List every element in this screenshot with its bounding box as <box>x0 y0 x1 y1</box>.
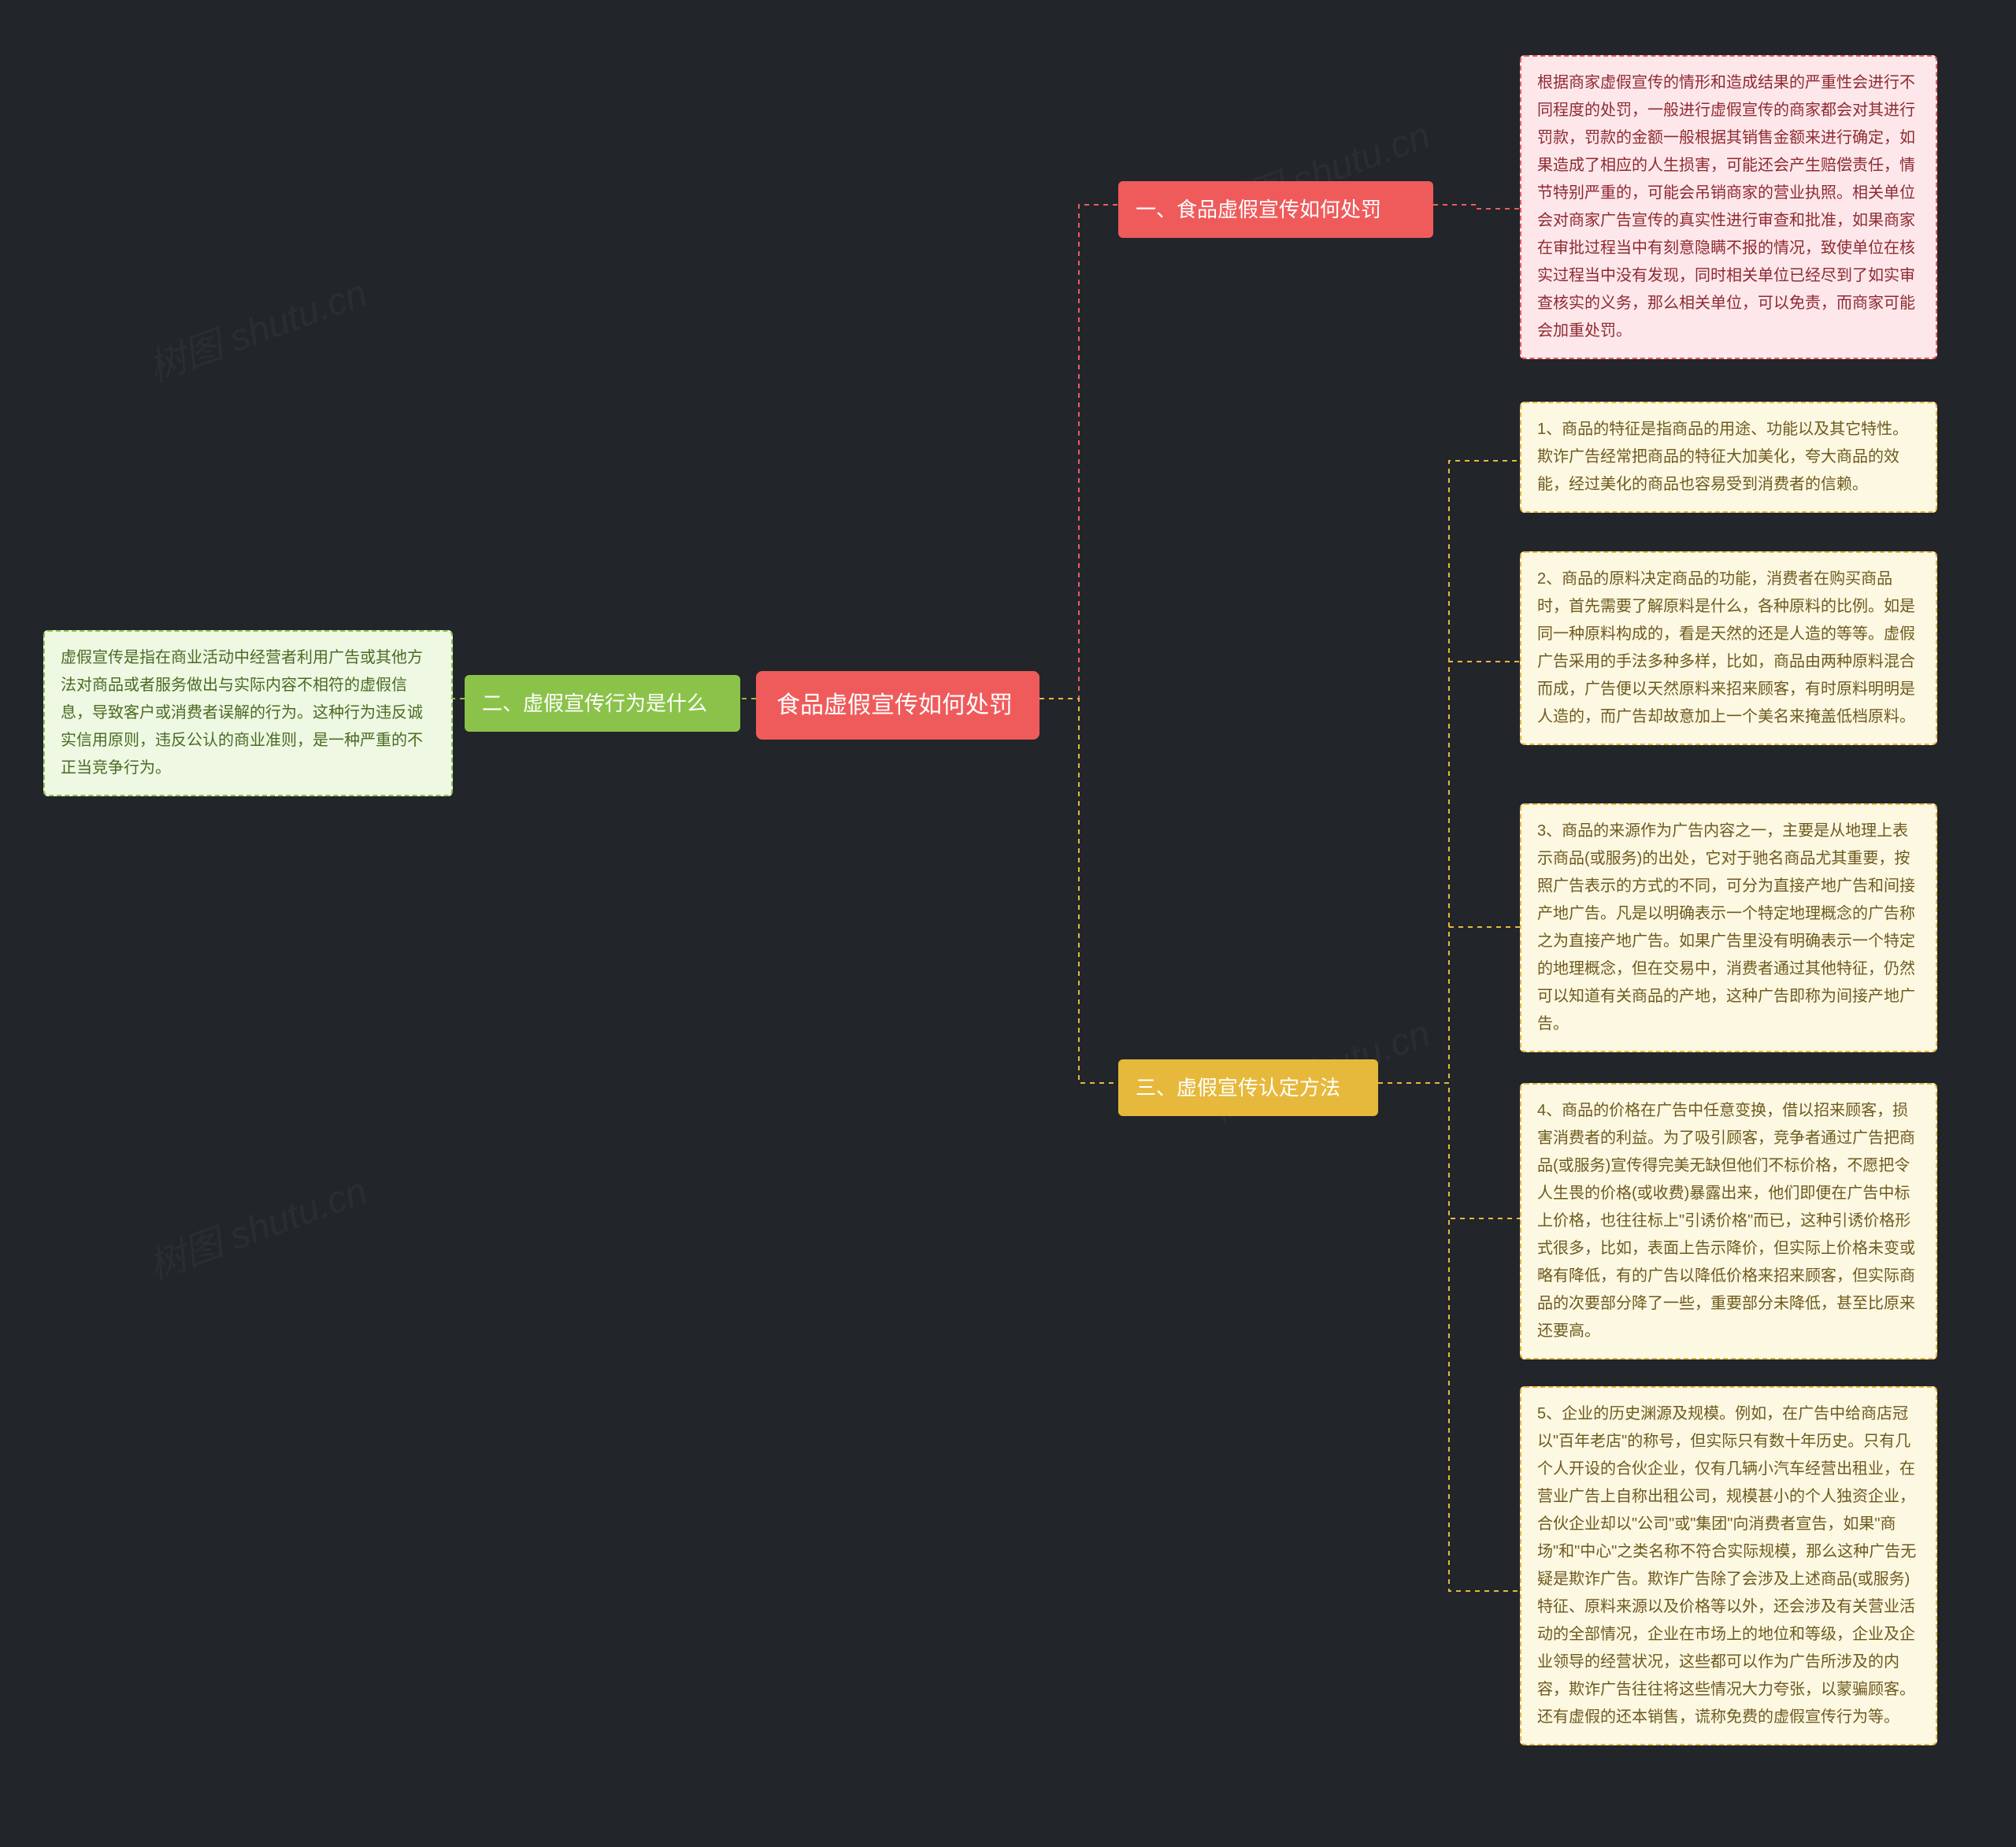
branch-2-leaf-1: 虚假宣传是指在商业活动中经营者利用广告或其他方法对商品或者服务做出与实际内容不相… <box>43 630 453 796</box>
branch-3-leaf-4: 4、商品的价格在广告中任意变换，借以招来顾客，损害消费者的利益。为了吸引顾客，竞… <box>1520 1083 1937 1359</box>
branch-3-leaf-1: 1、商品的特征是指商品的用途、功能以及其它特性。欺诈广告经常把商品的特征大加美化… <box>1520 402 1937 513</box>
branch-1-leaf-1: 根据商家虚假宣传的情形和造成结果的严重性会进行不同程度的处罚，一般进行虚假宣传的… <box>1520 55 1937 359</box>
branch-3-leaf-3: 3、商品的来源作为广告内容之一，主要是从地理上表示商品(或服务)的出处，它对于驰… <box>1520 803 1937 1052</box>
branch-2[interactable]: 二、虚假宣传行为是什么 <box>465 675 740 732</box>
watermark: 树图 shutu.cn <box>139 1159 373 1289</box>
branch-3[interactable]: 三、虚假宣传认定方法 <box>1118 1059 1378 1116</box>
branch-3-leaf-2: 2、商品的原料决定商品的功能，消费者在购买商品时，首先需要了解原料是什么，各种原… <box>1520 551 1937 745</box>
watermark: 树图 shutu.cn <box>139 261 373 391</box>
branch-1[interactable]: 一、食品虚假宣传如何处罚 <box>1118 181 1433 238</box>
root-node[interactable]: 食品虚假宣传如何处罚 <box>756 671 1040 740</box>
branch-3-leaf-5: 5、企业的历史渊源及规模。例如，在广告中给商店冠以"百年老店"的称号，但实际只有… <box>1520 1386 1937 1745</box>
